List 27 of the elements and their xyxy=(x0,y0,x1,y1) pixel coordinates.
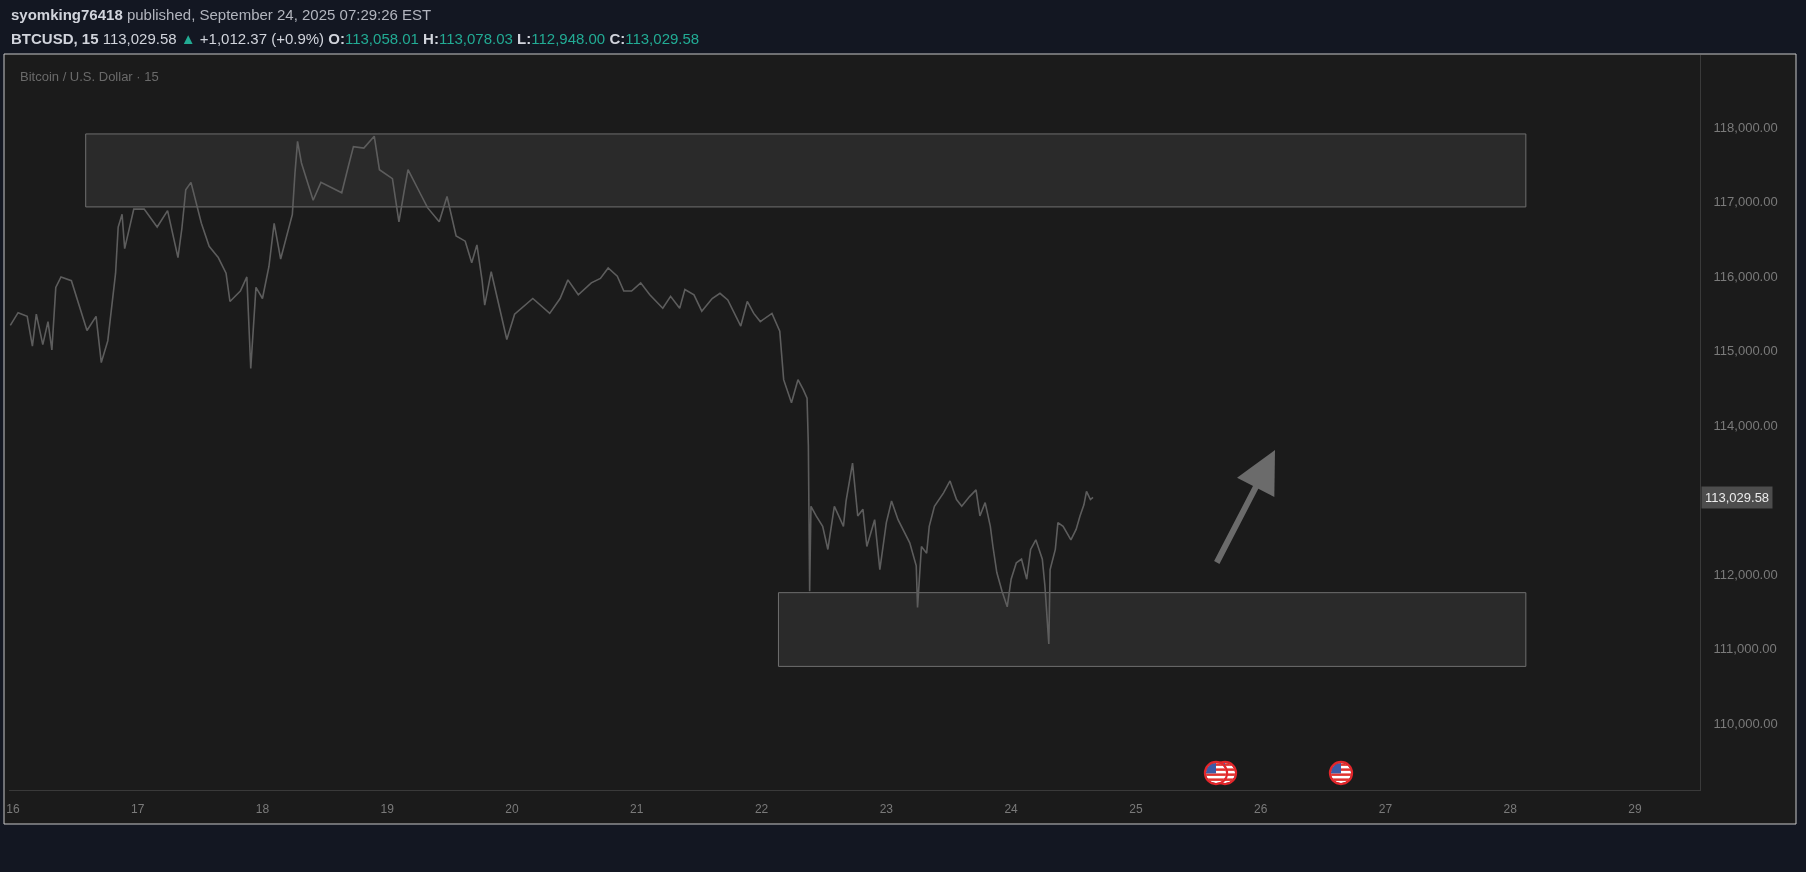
line-series xyxy=(9,135,1094,645)
x-tick-label: 22 xyxy=(754,802,769,817)
x-tick-label: 27 xyxy=(1378,802,1393,817)
y-tick-label: 114,000.00 xyxy=(1713,417,1778,433)
y-tick-label: 117,000.00 xyxy=(1713,194,1778,210)
x-tick-label: 29 xyxy=(1628,802,1642,817)
x-tick-label: 20 xyxy=(505,802,519,817)
x-tick-label: 28 xyxy=(1503,802,1518,817)
y-tick-label: 118,000.00 xyxy=(1713,119,1778,135)
x-tick-label: 21 xyxy=(630,802,644,817)
text: Bitcoin / U.S. Dollar · 15 xyxy=(20,68,159,84)
y-tick-label: 112,000.00 xyxy=(1713,566,1778,582)
x-tick-label: 16 xyxy=(6,802,20,817)
x-tick-label: 18 xyxy=(255,802,270,817)
text: 113,029.58 xyxy=(1705,490,1770,505)
y-tick-label: 110,000.00 xyxy=(1713,715,1778,731)
x-tick-label: 24 xyxy=(1004,802,1019,817)
y-tick-label: 116,000.00 xyxy=(1713,268,1778,284)
x-tick-label: 25 xyxy=(1129,802,1143,817)
x-tick-label: 19 xyxy=(380,802,395,817)
x-tick-label: 26 xyxy=(1254,802,1268,817)
x-tick-label: 23 xyxy=(879,802,894,817)
x-tick-label: 17 xyxy=(131,802,145,817)
y-tick-label: 115,000.00 xyxy=(1713,343,1778,359)
text: syomking76418 published, September 24, 2025 07:29:26 EST xyxy=(11,6,432,23)
text: BTCUSD, 15 113,029.58 ▲ +1,012.37 (+0.9%) O:113,058.01 H:113,078.03 L:112,948.00 C:113,029.58 xyxy=(11,30,700,47)
y-tick-label: 111,000.00 xyxy=(1713,641,1777,657)
